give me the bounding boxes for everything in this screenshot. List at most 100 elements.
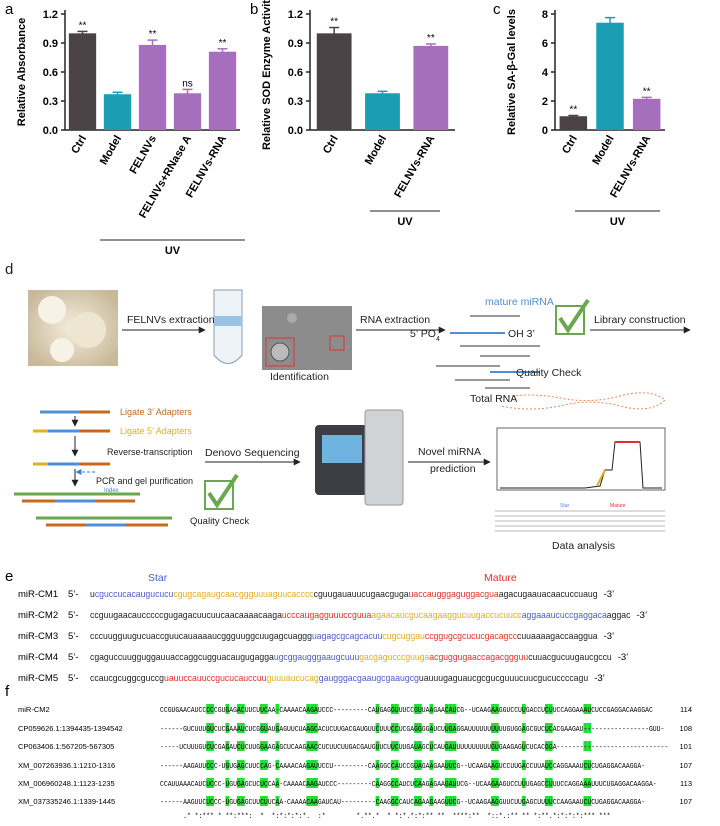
mature-label: Mature [484,572,517,584]
conserved-highlight [225,704,230,714]
y-tick-label: 1.2 [43,9,58,21]
conserved-highlight [310,741,314,751]
sequence-segment: ugcggaugggaaugcuuu [274,652,359,663]
sequence-length: 108 [679,724,692,733]
conserved-highlight [260,704,264,714]
conserved-highlight [306,760,311,770]
sequence: ccguugaacaucccccgugagacuucuucaacaaaacaag… [90,610,631,621]
y-tick-label: 0.3 [43,96,58,108]
conserved-highlight [583,704,588,714]
sequence-length: 113 [680,779,692,788]
conserved-highlight [310,704,314,714]
conserved-highlight [417,778,422,788]
conserved-highlight [583,760,588,770]
conserved-highlight [448,778,453,788]
significance: ** [643,86,651,97]
step-label: Index [104,488,119,494]
conserved-highlight [260,796,264,806]
conserved-highlight [494,741,499,751]
conserved-highlight [206,704,211,714]
conserved-highlight [429,704,434,714]
conserved-highlight [444,796,449,806]
conserved-highlight [417,704,422,714]
row-name: XM_006960248.1:1123-1235 [18,779,115,788]
conserved-highlight [545,741,549,751]
conserved-highlight [545,796,549,806]
aligned-sequence: ------AAGAUUCCC-UGUGAGCUUCCAG-CAAAACAAGA… [160,763,645,771]
sequence-length: 101 [679,742,692,751]
conserved-highlight [394,741,399,751]
conserved-highlight [414,723,418,733]
bar [413,45,449,130]
sequence: cgaguccuugguggauuaccaggcugguacaugugaggau… [90,652,612,663]
bar [208,51,237,131]
sequencer [364,409,404,506]
conserved-highlight [391,741,395,751]
conserved-highlight [444,723,449,733]
row-name: CP063406.1:567205-567305 [18,742,114,751]
y-tick-label: 0.9 [43,38,58,50]
sequence-segment: uauuccauuccgucucauccuu [164,673,267,684]
bar [316,33,352,131]
conserved-highlight [491,778,495,788]
conserved-highlight [448,704,453,714]
conserved-highlight [263,760,268,770]
conserved-highlight [587,723,592,733]
chart: b Relative SOD Enzyme Activity 0.0 0.3 0.6 0.… [250,0,455,228]
step-label: Denovo Sequencing [205,447,300,459]
step-label: mature miRNA [485,296,554,308]
conserved-highlight [548,704,553,714]
check-mark [207,473,239,509]
chart: c Relative SA-β-Gal levels 0 2 4 6 8 ** Ctrl Mode… [493,1,665,228]
conserved-highlight [210,796,214,806]
bar [68,33,97,131]
conserved-highlight [237,796,241,806]
conserved-highlight [237,760,241,770]
sequence-segment: cuuacgucuugaucgccu [528,652,611,663]
row-name: miR-CM5 [18,673,58,684]
sequence-segment: ccaucgcuggcguccg [90,673,164,684]
conserved-highlight [583,741,588,751]
conserved-highlight [521,741,526,751]
sequence-segment: cguugauauucugaacguga [314,589,410,600]
alignment: f miR-CM2 CCGUGAACAUCCCCCGUGAGACUUCUUCAA-… [5,683,692,821]
conserved-highlight [260,778,264,788]
conserved-highlight [237,704,241,714]
group-label: UV [397,216,413,228]
y-tick-label: 0.3 [288,96,303,108]
three-prime: -3’ [604,631,615,642]
conserved-highlight [429,741,434,751]
conserved-highlight [314,778,318,788]
sequence-segment: uagagcgcagcacuu [312,631,382,642]
sequence-segment: agacugaauacaacuccuaug [499,589,598,600]
y-axis-label: Relative Absorbance [16,18,28,126]
aligned-sequence: -----UCUUUGUCUCGAGAUCUCUUGGAAGAGCUCAAGAA… [160,744,668,752]
conserved-highlight [310,796,314,806]
x-tick-label: Ctrl [321,134,341,156]
photo-detail [38,296,66,324]
conserved-highlight [587,778,592,788]
sequence-segment: uaccaugggaguggacgua [409,589,500,600]
photo-detail [50,338,74,362]
y-tick-label: 0.9 [288,38,303,50]
conserved-highlight [587,704,592,714]
conserved-highlight [414,741,418,751]
conserved-highlight [275,778,280,788]
sequence-segment: uauuugaguaucgcgucguuucuucgucuccccagu [419,673,588,684]
conserved-highlight [306,778,311,788]
conserved-highlight [225,760,230,770]
step-label: Library construction [594,314,686,326]
panel-label: f [5,683,10,700]
conserved-highlight [548,723,553,733]
conserved-highlight [494,778,499,788]
check-mark [558,298,590,334]
step-label: Quality Check [190,516,249,527]
conserved-highlight [237,723,241,733]
conserved-highlight [240,723,245,733]
vesicle [287,313,297,323]
step-label: Quality Check [516,367,582,379]
conserved-highlight [494,796,499,806]
conserved-highlight [429,796,434,806]
workflow [14,289,691,532]
